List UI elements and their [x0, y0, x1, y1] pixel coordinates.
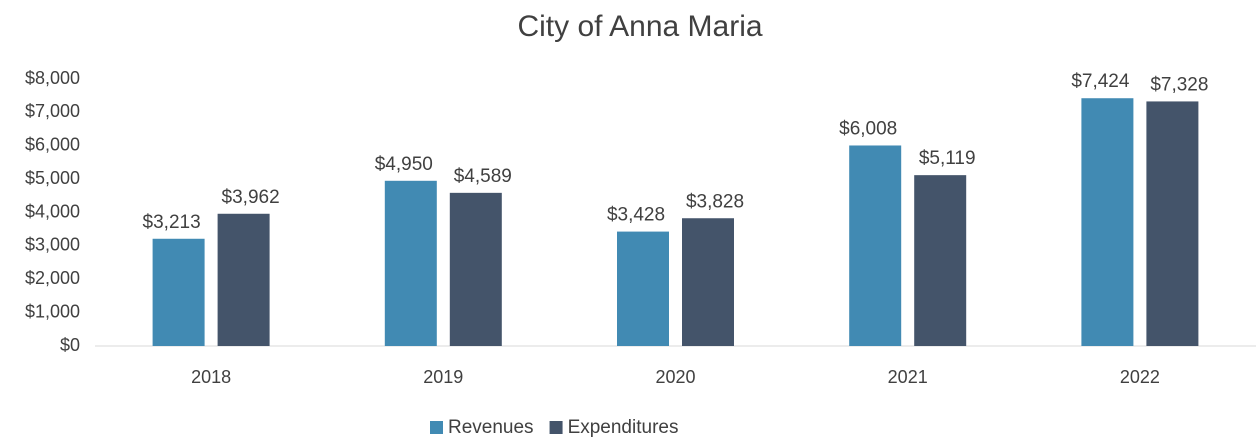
y-tick-label: $2,000 [25, 268, 80, 288]
bar [682, 218, 734, 346]
data-label: $4,589 [454, 166, 512, 187]
bar [449, 192, 502, 346]
data-label: $3,962 [222, 187, 280, 208]
data-label: $6,008 [839, 118, 897, 139]
legend-label: Revenues [448, 417, 534, 438]
x-tick-label: 2019 [423, 367, 463, 387]
legend-swatch [430, 421, 443, 434]
y-tick-label: $1,000 [25, 301, 80, 321]
y-tick-label: $6,000 [25, 135, 80, 155]
data-label: $7,328 [1150, 74, 1208, 95]
bar [1146, 101, 1199, 346]
data-label: $3,828 [686, 191, 744, 212]
bar [152, 238, 205, 346]
bar [384, 180, 437, 346]
legend-label: Expenditures [568, 417, 679, 438]
bar [1081, 98, 1134, 346]
y-tick-label: $3,000 [25, 235, 80, 255]
legend-swatch [549, 421, 563, 434]
data-label: $3,428 [607, 205, 665, 226]
y-tick-label: $4,000 [25, 201, 80, 221]
x-tick-label: 2022 [1120, 367, 1160, 387]
x-tick-label: 2018 [191, 367, 231, 387]
y-tick-label: $5,000 [25, 168, 80, 188]
x-tick-label: 2020 [655, 367, 695, 387]
bar [849, 145, 902, 346]
y-tick-label: $0 [60, 335, 80, 355]
bar [217, 213, 270, 346]
data-label: $3,213 [143, 212, 201, 233]
y-tick-label: $8,000 [25, 68, 80, 88]
data-label: $4,950 [375, 154, 433, 175]
bar [617, 231, 669, 346]
x-tick-label: 2021 [888, 367, 928, 387]
bar [914, 175, 967, 346]
data-label: $5,119 [919, 148, 976, 169]
chart-title: City of Anna Maria [517, 10, 762, 43]
data-label: $7,424 [1071, 71, 1130, 92]
y-tick-label: $7,000 [25, 101, 80, 121]
